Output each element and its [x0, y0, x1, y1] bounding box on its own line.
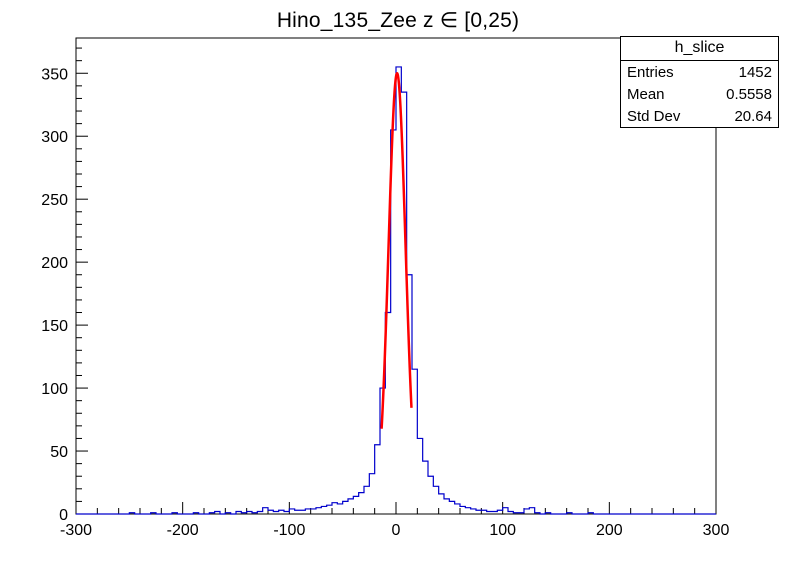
stats-value: 1452: [738, 64, 772, 81]
fit-curve: [380, 72, 413, 429]
x-tick-label: 100: [489, 522, 516, 539]
stats-box-title: h_slice: [621, 37, 778, 61]
x-tick-label: 200: [596, 522, 623, 539]
y-tick-label: 50: [50, 444, 68, 461]
stats-rows: Entries 1452 Mean 0.5558 Std Dev 20.64: [621, 61, 778, 127]
stats-box: h_slice Entries 1452 Mean 0.5558 Std Dev 20.6…: [620, 36, 779, 128]
stats-value: 0.5558: [726, 86, 772, 103]
stats-row: Std Dev 20.64: [621, 105, 778, 127]
x-tick-label: 0: [392, 522, 401, 539]
y-tick-label: 0: [59, 507, 68, 524]
x-tick-label: -100: [273, 522, 305, 539]
stats-label: Entries: [627, 64, 674, 81]
stats-row: Mean 0.5558: [621, 83, 778, 105]
y-tick-label: 250: [41, 192, 68, 209]
y-tick-label: 100: [41, 381, 68, 398]
stats-row: Entries 1452: [621, 61, 778, 83]
x-tick-label: -300: [60, 522, 92, 539]
stats-label: Mean: [627, 86, 665, 103]
y-tick-label: 200: [41, 255, 68, 272]
x-tick-label: 300: [703, 522, 730, 539]
x-tick-label: -200: [167, 522, 199, 539]
stats-value: 20.64: [734, 108, 772, 125]
chart-title: Hino_135_Zee z ∈ [0,25): [276, 9, 520, 32]
y-tick-label: 150: [41, 318, 68, 335]
stats-label: Std Dev: [627, 108, 681, 125]
y-tick-label: 350: [41, 66, 68, 83]
histogram-line: [76, 66, 716, 515]
y-tick-label: 300: [41, 129, 68, 146]
